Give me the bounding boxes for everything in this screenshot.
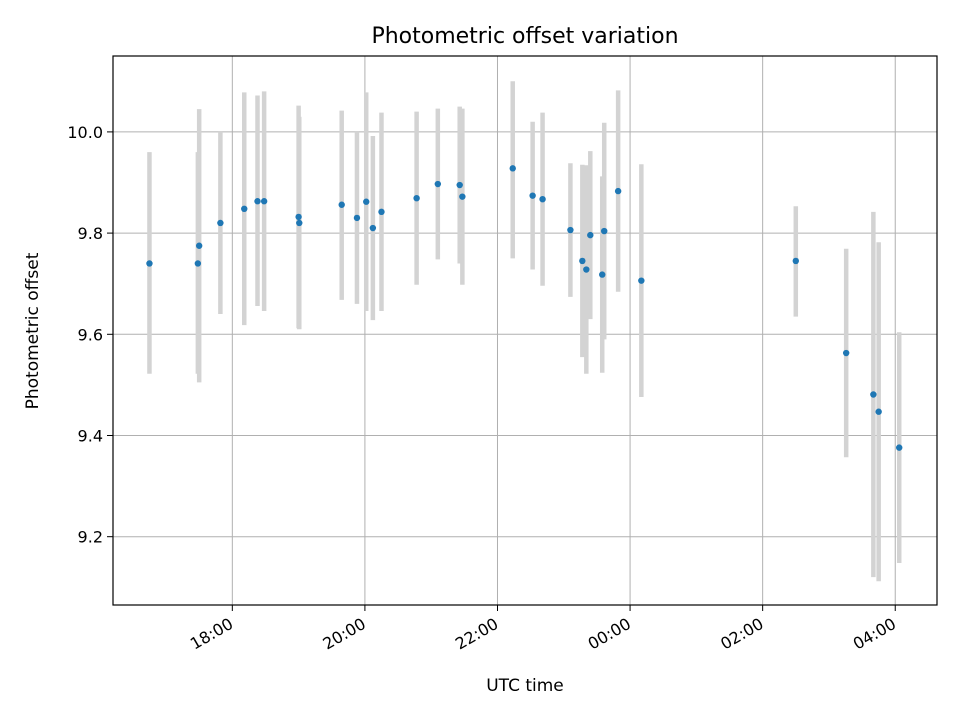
data-point — [353, 214, 361, 222]
y-tick-label: 9.4 — [78, 426, 103, 445]
data-point — [295, 213, 302, 221]
data-point — [434, 180, 442, 188]
data-point — [579, 257, 586, 265]
y-axis-ticks: 9.2 9.4 9.6 9.8 10.0 — [67, 123, 113, 547]
data-point — [369, 224, 377, 232]
y-tick-label: 9.2 — [78, 528, 103, 547]
data-point — [456, 181, 463, 189]
data-points — [146, 165, 903, 451]
y-tick-label: 10.0 — [67, 123, 103, 142]
data-point — [567, 226, 574, 234]
data-point — [638, 277, 645, 284]
data-point — [875, 408, 882, 415]
data-point — [842, 349, 850, 357]
data-point — [378, 208, 385, 216]
y-tick-label: 9.8 — [78, 224, 103, 243]
data-point — [896, 444, 903, 451]
data-point — [870, 391, 877, 398]
data-point — [338, 201, 345, 208]
data-point — [601, 227, 608, 235]
data-point — [539, 195, 546, 203]
data-point — [260, 198, 268, 205]
data-point — [509, 165, 516, 172]
data-point — [413, 194, 420, 202]
data-point — [614, 187, 622, 195]
data-point — [146, 260, 153, 267]
data-point — [529, 192, 536, 199]
data-point — [459, 193, 466, 200]
axes-frame — [112, 55, 938, 606]
y-axis-label: Photometric offset — [23, 252, 43, 409]
data-point — [583, 266, 590, 273]
data-point — [296, 219, 303, 227]
data-point — [792, 257, 799, 265]
x-axis-label: UTC time — [486, 676, 564, 696]
data-point — [195, 242, 203, 249]
data-point — [194, 260, 202, 267]
chart-title: Photometric offset variation — [371, 24, 678, 49]
data-point — [241, 205, 248, 213]
data-point — [599, 271, 606, 278]
data-point — [363, 198, 370, 205]
y-tick-label: 9.6 — [78, 325, 103, 344]
data-point — [254, 198, 261, 205]
data-point — [217, 219, 224, 227]
data-point — [587, 231, 594, 239]
